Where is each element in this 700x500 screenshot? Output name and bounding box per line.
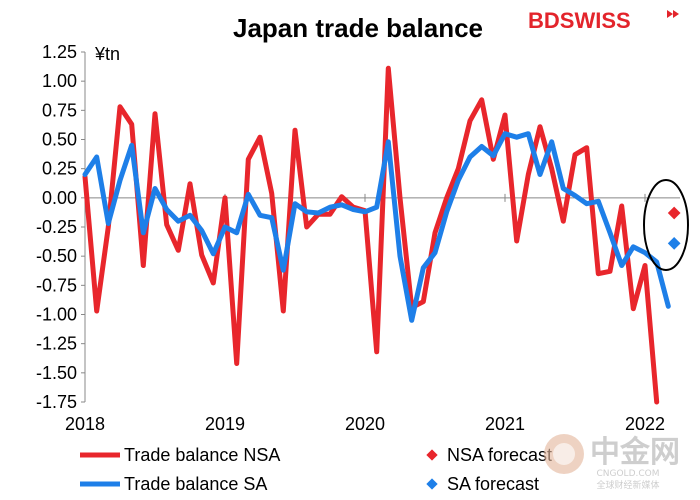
y-tick-label: -0.50 [36, 246, 77, 266]
forecast-highlight-ellipse [643, 179, 689, 271]
x-tick-label: 2020 [345, 414, 385, 434]
x-axis-ticks: 2018 2019 2020 2021 2022 [65, 414, 665, 434]
y-unit-label: ¥tn [94, 44, 120, 64]
watermark-url: CNGOLD.COM [596, 469, 659, 479]
legend-diamond-sa-forecast [426, 478, 438, 490]
series-line-sa [82, 131, 671, 323]
x-tick-label: 2019 [205, 414, 245, 434]
legend-item-sa-forecast: SA forecast [426, 474, 539, 494]
chart-title: Japan trade balance [233, 13, 483, 43]
svg-text:BDSWISS: BDSWISS [528, 8, 631, 33]
legend-item-sa: Trade balance SA [80, 474, 267, 494]
watermark: 中金网 CNGOLD.COM 全球财经新媒体 [544, 434, 680, 491]
y-axis-ticks: 1.25 1.00 0.75 0.50 0.25 0.00 -0.25 -0.50 -0.75 -… [36, 42, 85, 412]
y-tick-label: -0.25 [36, 217, 77, 237]
brand-suffix: SWISS [560, 8, 631, 33]
legend-label-nsa: Trade balance NSA [124, 445, 280, 465]
brand-prefix: BD [528, 8, 560, 33]
x-tick-label: 2018 [65, 414, 105, 434]
forecast-marker-sa [667, 236, 681, 250]
x-tick-label: 2021 [485, 414, 525, 434]
forecast-layer [667, 206, 681, 250]
legend-item-nsa: Trade balance NSA [80, 445, 280, 465]
legend-label-nsa-forecast: NSA forecast [447, 445, 552, 465]
legend-label-sa: Trade balance SA [124, 474, 267, 494]
y-tick-label: 0.75 [42, 100, 77, 120]
watermark-tagline: 全球财经新媒体 [596, 479, 659, 491]
legend-diamond-nsa-forecast [426, 449, 438, 461]
watermark-text: 中金网 [590, 435, 680, 470]
y-tick-label: -0.75 [36, 275, 77, 295]
brand-arrows-icon [667, 10, 679, 18]
y-tick-label: 0.00 [42, 188, 77, 208]
series-line-nsa [82, 65, 660, 405]
y-tick-label: -1.25 [36, 334, 77, 354]
x-tick-label: 2022 [625, 414, 665, 434]
legend-label-sa-forecast: SA forecast [447, 474, 539, 494]
y-tick-label: -1.75 [36, 392, 77, 412]
forecast-marker-nsa [667, 206, 681, 220]
legend-item-nsa-forecast: NSA forecast [426, 445, 552, 465]
legend: Trade balance NSA Trade balance SA NSA f… [80, 445, 552, 494]
series-layer [82, 65, 671, 405]
y-tick-label: 1.25 [42, 42, 77, 62]
brand-logo: BDSWISS [528, 8, 679, 33]
y-tick-label: 0.25 [42, 159, 77, 179]
y-tick-label: 0.50 [42, 130, 77, 150]
y-tick-label: 1.00 [42, 71, 77, 91]
y-tick-label: -1.00 [36, 305, 77, 325]
y-tick-label: -1.50 [36, 363, 77, 383]
